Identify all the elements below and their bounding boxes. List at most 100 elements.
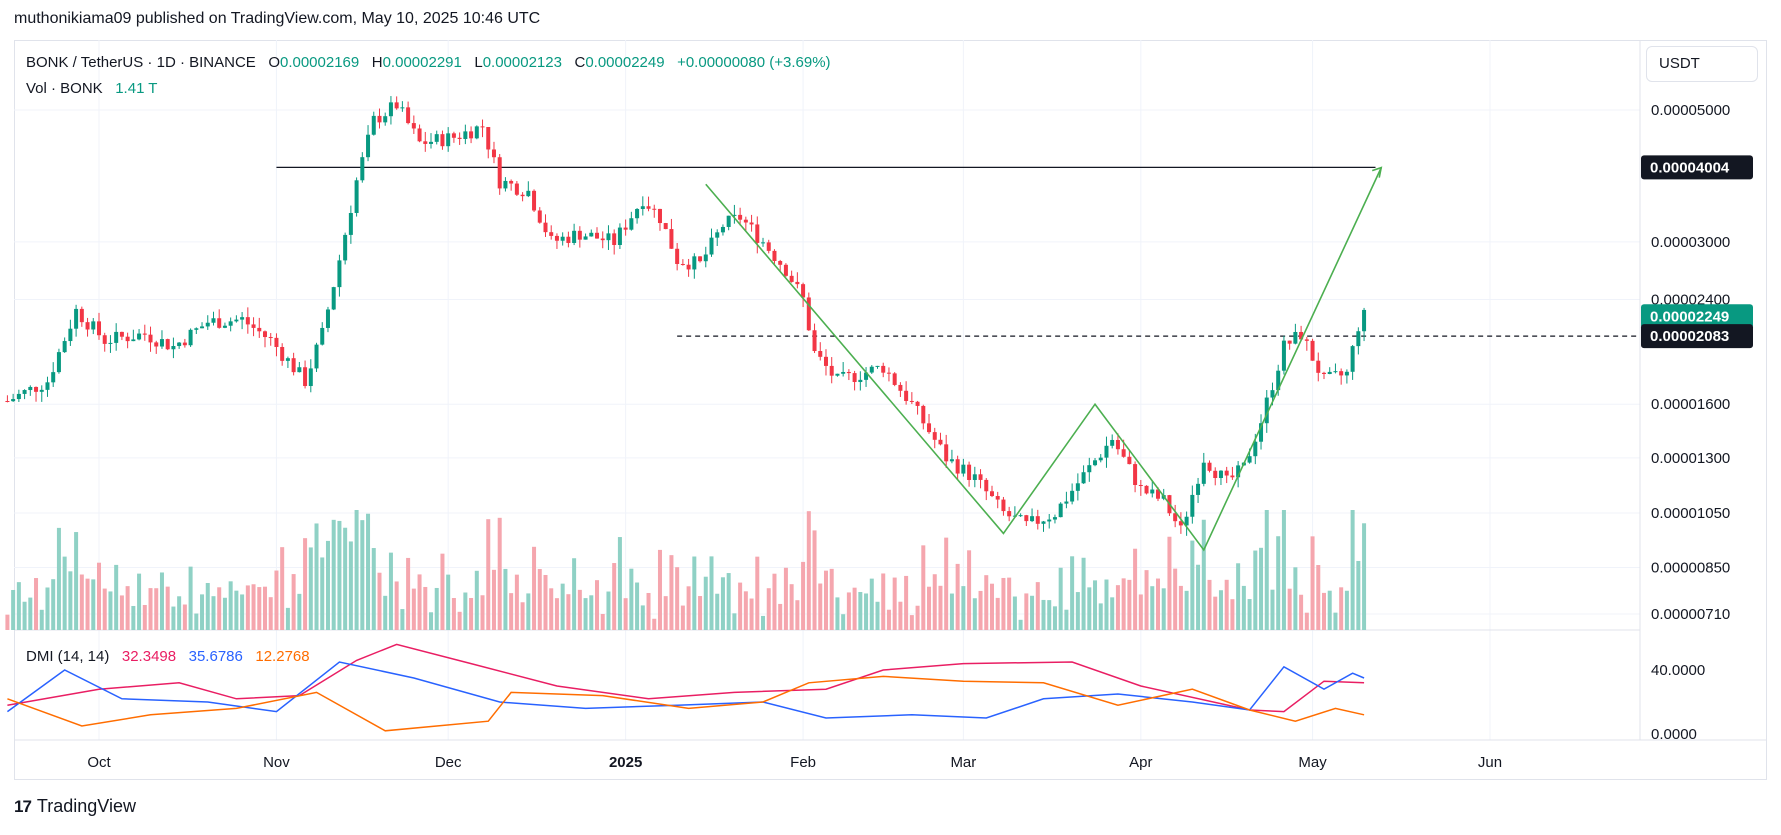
candle-body [858,379,863,383]
candle-body [142,333,147,335]
candle-body [474,126,479,139]
candle-body [1041,521,1046,524]
time-tick-label: May [1298,754,1327,771]
candle-body [1047,519,1052,522]
candle-body [720,226,725,233]
volume-bar [320,557,325,630]
currency-selector[interactable]: USDT [1646,46,1758,82]
volume-bar [434,587,439,630]
candle-body [795,281,800,285]
volume-bar [22,601,27,630]
candle-body [635,208,640,219]
volume-bar [211,596,216,630]
candle-body [469,131,474,139]
candle-body [331,287,336,310]
pattern-drawing [705,166,1383,552]
candle-body [222,325,227,328]
candle-body [1299,331,1304,340]
volume-bar [572,558,577,630]
candle-body [291,358,296,373]
volume-bar [1178,585,1183,630]
candle-body [612,233,617,245]
volume-bar [783,567,788,630]
candle-body [406,107,411,124]
volume-bar [778,603,783,630]
volume-bar [1001,577,1006,630]
volume-bar [314,523,319,630]
volume-bar [806,511,811,630]
volume-bar [617,537,622,630]
price-tick-label: 0.00002400 [1651,292,1730,309]
volume-bar [91,579,96,630]
candle-body [51,372,56,383]
volume-bar [1144,570,1149,630]
volume-bar [600,613,605,630]
volume-bar [1098,603,1103,630]
volume-bar [131,605,136,630]
candle-body [1201,462,1206,484]
candle-body [200,326,205,329]
volume-bar [79,574,84,630]
time-tick-label: Oct [87,754,111,771]
candle-body [1093,460,1098,466]
volume-bar [417,574,422,630]
price-axis: 0.00005000 0.00003000 0.00002400 0.00001600… [1641,102,1753,743]
candle-body [1087,465,1092,473]
volume-bar [852,587,857,630]
volume-bar [154,588,159,630]
volume-bar [635,582,640,630]
volume-bar [583,598,588,630]
candle-body [177,342,182,347]
candle-body [1270,390,1275,398]
volume-bar [194,613,199,630]
dmi-legend: DMI (14, 14) 32.3498 35.6786 12.2768 [26,648,310,665]
price-tick-label: 0.00001050 [1651,505,1730,522]
candle-body [783,264,788,276]
candle-body [537,210,542,223]
candle-body [325,309,330,328]
volume-bar [280,547,285,630]
pattern-zigzag-line [705,167,1382,552]
volume-bar [1213,596,1218,630]
volume-bar [171,606,176,630]
candle-body [366,134,371,158]
volume-bar [234,590,239,630]
candle-body [205,322,210,327]
dmi-series-line [7,675,1365,732]
volume-bar [291,574,296,630]
volume-bar [137,573,142,630]
volume-bar [1310,536,1315,630]
volume-bar [165,586,170,630]
candle-body [5,401,10,403]
volume-bar [1241,585,1246,630]
volume-bar [577,589,582,630]
volume-bar [257,587,262,630]
volume-bar [406,557,411,630]
volume-bar [1064,609,1069,630]
volume-bar [1201,519,1206,630]
candle-body [875,365,880,367]
candle-body [841,371,846,374]
candle-body [400,107,405,109]
volume-bar [1333,612,1338,630]
volume-bar [182,604,187,630]
candle-body [595,232,600,239]
volume-bar [188,566,193,630]
candle-body [114,331,119,343]
candle-body [45,382,50,390]
low-value: 0.00002123 [482,54,562,71]
candle-body [1184,516,1189,526]
candle-body [984,479,989,492]
volume-bar [366,513,371,630]
candle-body [228,321,233,326]
candle-body [234,319,239,322]
time-tick-label: Apr [1129,754,1152,771]
candle-body [738,214,743,220]
candle-body [732,214,737,216]
candle-body [766,242,771,251]
volume-bar [755,556,760,630]
close-value: 0.00002249 [585,54,665,71]
candle-body [709,237,714,255]
volume-bar [984,575,989,630]
